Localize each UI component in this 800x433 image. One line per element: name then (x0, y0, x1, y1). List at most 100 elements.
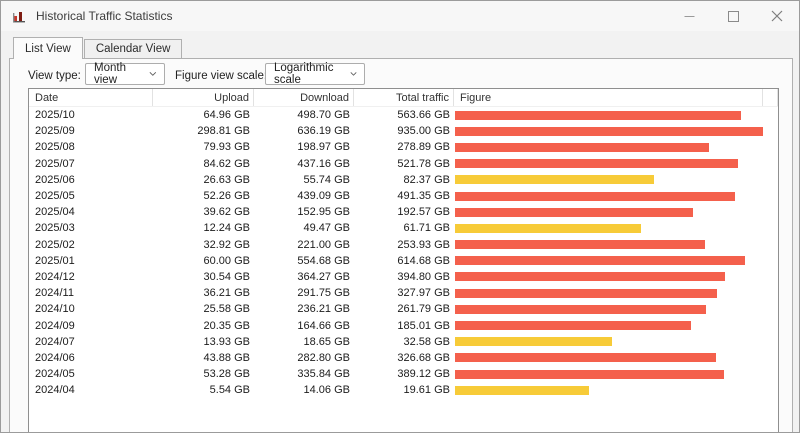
table-row[interactable]: 2025/03 12.24 GB 49.47 GB 61.71 GB (29, 220, 778, 236)
table-row[interactable]: 2024/10 25.58 GB 236.21 GB 261.79 GB (29, 301, 778, 317)
traffic-table[interactable]: Date Upload Download Total traffic Figur… (28, 88, 779, 432)
table-row[interactable]: 2025/05 52.26 GB 439.09 GB 491.35 GB (29, 188, 778, 204)
cell-date: 2024/09 (35, 319, 75, 332)
traffic-bar (455, 159, 738, 169)
cell-figure (454, 172, 763, 188)
cell-figure (454, 301, 763, 317)
close-button[interactable] (755, 1, 799, 31)
traffic-bar (455, 321, 691, 331)
traffic-bar (455, 385, 589, 395)
table-row[interactable]: 2024/04 5.54 GB 14.06 GB 19.61 GB (29, 382, 778, 398)
cell-date: 2025/05 (35, 190, 75, 203)
cell-upload: 30.54 GB (203, 270, 250, 283)
cell-upload: 79.93 GB (203, 141, 250, 154)
cell-total: 394.80 GB (397, 270, 450, 283)
cell-upload: 64.96 GB (203, 109, 250, 122)
cell-total: 614.68 GB (397, 254, 450, 267)
cell-upload: 52.26 GB (203, 190, 250, 203)
table-header: Date Upload Download Total traffic Figur… (29, 89, 778, 107)
traffic-bar (455, 272, 725, 282)
cell-total: 521.78 GB (397, 157, 450, 170)
figure-scale-select[interactable]: Logarithmic scale (265, 62, 365, 86)
view-type-select[interactable]: Month view (85, 62, 165, 86)
cell-figure (454, 237, 763, 253)
traffic-bar (455, 256, 745, 266)
cell-figure (454, 204, 763, 220)
col-header-spacer (763, 89, 778, 106)
view-type-label: View type: (28, 70, 81, 82)
cell-upload: 39.62 GB (203, 206, 250, 219)
table-row[interactable]: 2024/07 13.93 GB 18.65 GB 32.58 GB (29, 334, 778, 350)
cell-date: 2025/02 (35, 238, 75, 251)
tab-calendar-view[interactable]: Calendar View (83, 39, 183, 58)
traffic-bar (455, 369, 724, 379)
cell-figure (454, 334, 763, 350)
col-header-upload[interactable]: Upload (153, 89, 254, 106)
maximize-icon (727, 10, 739, 22)
cell-figure (454, 269, 763, 285)
col-header-download[interactable]: Download (254, 89, 354, 106)
table-row[interactable]: 2025/09 298.81 GB 636.19 GB 935.00 GB (29, 123, 778, 139)
traffic-bar (455, 110, 741, 120)
tab-list-view[interactable]: List View (13, 37, 83, 59)
table-row[interactable]: 2025/02 32.92 GB 221.00 GB 253.93 GB (29, 237, 778, 253)
cell-total: 261.79 GB (397, 303, 450, 316)
table-row[interactable]: 2025/08 79.93 GB 198.97 GB 278.89 GB (29, 139, 778, 155)
close-icon (771, 10, 783, 22)
col-header-date[interactable]: Date (29, 89, 153, 106)
tab-strip: List View Calendar View (13, 37, 183, 59)
traffic-bar (455, 142, 709, 152)
minimize-button[interactable] (667, 1, 711, 31)
table-row[interactable]: 2024/05 53.28 GB 335.84 GB 389.12 GB (29, 366, 778, 382)
cell-date: 2025/01 (35, 254, 75, 267)
cell-download: 291.75 GB (297, 287, 350, 300)
maximize-button[interactable] (711, 1, 755, 31)
cell-upload: 32.92 GB (203, 238, 250, 251)
cell-total: 253.93 GB (397, 238, 450, 251)
cell-upload: 20.35 GB (203, 319, 250, 332)
cell-download: 498.70 GB (297, 109, 350, 122)
cell-figure (454, 139, 763, 155)
cell-total: 935.00 GB (397, 125, 450, 138)
cell-download: 14.06 GB (303, 384, 350, 397)
cell-download: 364.27 GB (297, 270, 350, 283)
cell-download: 152.95 GB (297, 206, 350, 219)
list-view-panel: View type: Month view Figure view scale:… (9, 58, 793, 432)
table-row[interactable]: 2025/10 64.96 GB 498.70 GB 563.66 GB (29, 107, 778, 123)
cell-figure (454, 285, 763, 301)
traffic-bar (455, 304, 706, 314)
col-header-total[interactable]: Total traffic (354, 89, 454, 106)
cell-download: 221.00 GB (297, 238, 350, 251)
cell-total: 327.97 GB (397, 287, 450, 300)
cell-date: 2024/07 (35, 335, 75, 348)
table-row[interactable]: 2024/11 36.21 GB 291.75 GB 327.97 GB (29, 285, 778, 301)
cell-figure (454, 317, 763, 333)
app-bar-chart-icon (13, 11, 25, 22)
cell-figure (454, 253, 763, 269)
table-row[interactable]: 2024/06 43.88 GB 282.80 GB 326.68 GB (29, 350, 778, 366)
cell-upload: 5.54 GB (209, 384, 250, 397)
cell-date: 2024/10 (35, 303, 75, 316)
table-row[interactable]: 2025/01 60.00 GB 554.68 GB 614.68 GB (29, 253, 778, 269)
cell-date: 2025/07 (35, 157, 75, 170)
table-row[interactable]: 2025/06 26.63 GB 55.74 GB 82.37 GB (29, 172, 778, 188)
table-row[interactable]: 2024/12 30.54 GB 364.27 GB 394.80 GB (29, 269, 778, 285)
cell-total: 278.89 GB (397, 141, 450, 154)
table-row[interactable]: 2025/04 39.62 GB 152.95 GB 192.57 GB (29, 204, 778, 220)
traffic-bar (455, 191, 735, 201)
cell-date: 2024/05 (35, 368, 75, 381)
cell-upload: 12.24 GB (203, 222, 250, 235)
table-row[interactable]: 2025/07 84.62 GB 437.16 GB 521.78 GB (29, 156, 778, 172)
cell-total: 192.57 GB (397, 206, 450, 219)
cell-total: 19.61 GB (403, 384, 450, 397)
traffic-bar (455, 126, 763, 136)
cell-download: 554.68 GB (297, 254, 350, 267)
cell-total: 563.66 GB (397, 109, 450, 122)
cell-date: 2025/04 (35, 206, 75, 219)
cell-date: 2025/03 (35, 222, 75, 235)
col-header-figure[interactable]: Figure (454, 89, 763, 106)
traffic-bar (455, 288, 717, 298)
table-row[interactable]: 2024/09 20.35 GB 164.66 GB 185.01 GB (29, 317, 778, 333)
cell-date: 2024/11 (35, 287, 74, 300)
